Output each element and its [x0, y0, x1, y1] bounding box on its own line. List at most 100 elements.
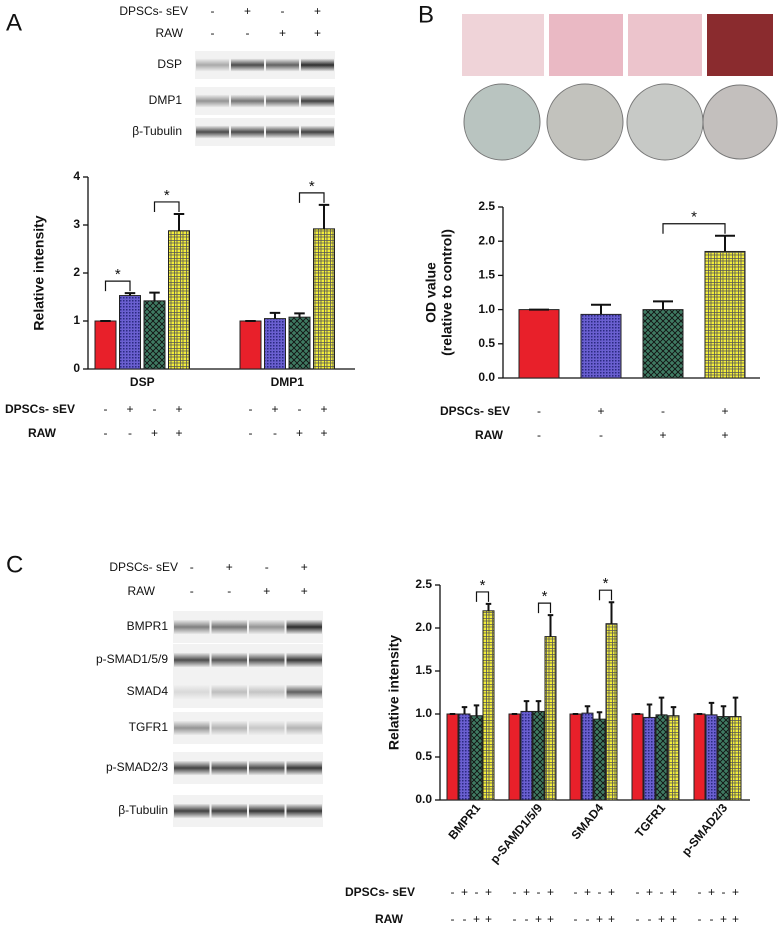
condition-sign: +	[547, 912, 554, 926]
blot-band	[211, 684, 247, 700]
bar	[705, 714, 718, 801]
blot-label: DMP1	[149, 93, 183, 107]
significance-bracket	[475, 591, 490, 602]
condition-sign: -	[451, 912, 455, 926]
blot-band	[301, 94, 334, 108]
condition-sign: +	[244, 4, 251, 18]
condition-sign: -	[463, 912, 467, 926]
bar	[518, 309, 560, 379]
condition-sign: +	[485, 912, 492, 926]
y-tick-label: 0	[73, 361, 80, 375]
y-tick-label: 3	[73, 217, 80, 231]
bar	[520, 710, 533, 801]
blot-band	[211, 760, 247, 776]
y-axis-label: Relative intensity	[31, 215, 47, 330]
significance-label: *	[542, 588, 548, 605]
error-bar	[658, 696, 665, 715]
y-tick-label: 1	[73, 313, 80, 327]
condition-label: DPSCs- sEV	[119, 4, 188, 18]
y-tick-label: 0.0	[478, 370, 495, 384]
condition-sign: +	[732, 912, 739, 926]
condition-sign: +	[320, 402, 327, 416]
condition-sign: -	[537, 428, 541, 442]
bar	[532, 710, 545, 801]
condition-sign: +	[721, 428, 728, 442]
condition-sign: -	[599, 428, 603, 442]
y-tick-label: 2.5	[415, 577, 432, 591]
condition-sign: +	[597, 404, 604, 418]
bar	[446, 713, 459, 801]
bar	[544, 636, 557, 801]
condition-sign: +	[523, 885, 530, 899]
photo	[707, 14, 773, 76]
error-bar	[547, 614, 554, 637]
bar	[704, 250, 746, 379]
condition-sign: -	[451, 885, 455, 899]
condition-sign: +	[226, 560, 233, 574]
blot-band	[249, 652, 285, 668]
blot-band	[196, 94, 229, 108]
bar	[264, 318, 286, 370]
condition-sign: +	[670, 885, 677, 899]
condition-sign: +	[279, 26, 286, 40]
blot-band	[231, 125, 264, 139]
condition-sign: +	[608, 885, 615, 899]
condition-sign: +	[708, 885, 715, 899]
x-tick-label: DSP	[130, 375, 155, 389]
condition-sign: -	[190, 560, 194, 574]
photo	[546, 83, 624, 161]
photo	[626, 83, 704, 161]
y-axis-label: Relative intensity	[386, 635, 402, 750]
error-bar	[646, 703, 653, 718]
blot-label: BMPR1	[127, 619, 169, 633]
condition-sign: +	[584, 885, 591, 899]
condition-sign: +	[320, 426, 327, 440]
condition-sign: +	[608, 912, 615, 926]
blot-label: β-Tubulin	[132, 124, 182, 138]
condition-sign: -	[722, 885, 726, 899]
bar	[693, 713, 706, 801]
panel-letter: B	[418, 1, 434, 28]
y-tick-label: 1.5	[478, 268, 495, 282]
condition-sign: -	[698, 912, 702, 926]
bar	[288, 316, 311, 370]
condition-sign: +	[670, 912, 677, 926]
bar	[667, 715, 680, 801]
condition-sign: -	[660, 885, 664, 899]
blot-band	[211, 652, 247, 668]
condition-sign: -	[249, 402, 253, 416]
error-bar	[173, 212, 185, 231]
condition-label: RAW	[155, 26, 183, 40]
panel-letter: C	[6, 551, 23, 578]
error-bar	[596, 711, 603, 720]
condition-sign: -	[246, 26, 250, 40]
condition-sign: -	[273, 426, 277, 440]
significance-label: *	[115, 266, 121, 283]
y-tick-label: 1.5	[415, 663, 432, 677]
blot-band	[249, 619, 285, 635]
condition-sign: +	[720, 912, 727, 926]
condition-sign: -	[211, 26, 215, 40]
condition-label: DPSCs- sEV	[345, 885, 415, 899]
bar	[643, 716, 656, 801]
condition-sign: -	[537, 404, 541, 418]
error-bar	[670, 706, 677, 716]
stain-photos	[462, 14, 778, 161]
bar	[569, 713, 582, 801]
error-bar	[124, 292, 136, 296]
blot-band	[286, 619, 322, 635]
error-bar	[149, 291, 160, 301]
blot-band	[174, 803, 210, 819]
bar	[593, 718, 606, 801]
error-bar	[732, 696, 739, 717]
blot-band	[286, 760, 322, 776]
blot-band	[174, 652, 210, 668]
error-bar	[591, 303, 611, 315]
blot-band	[196, 125, 229, 139]
condition-sign: +	[535, 912, 542, 926]
y-tick-label: 2.5	[478, 199, 495, 213]
bar	[642, 309, 684, 379]
bar	[470, 715, 483, 801]
x-tick-label: SMAD4	[568, 801, 606, 842]
